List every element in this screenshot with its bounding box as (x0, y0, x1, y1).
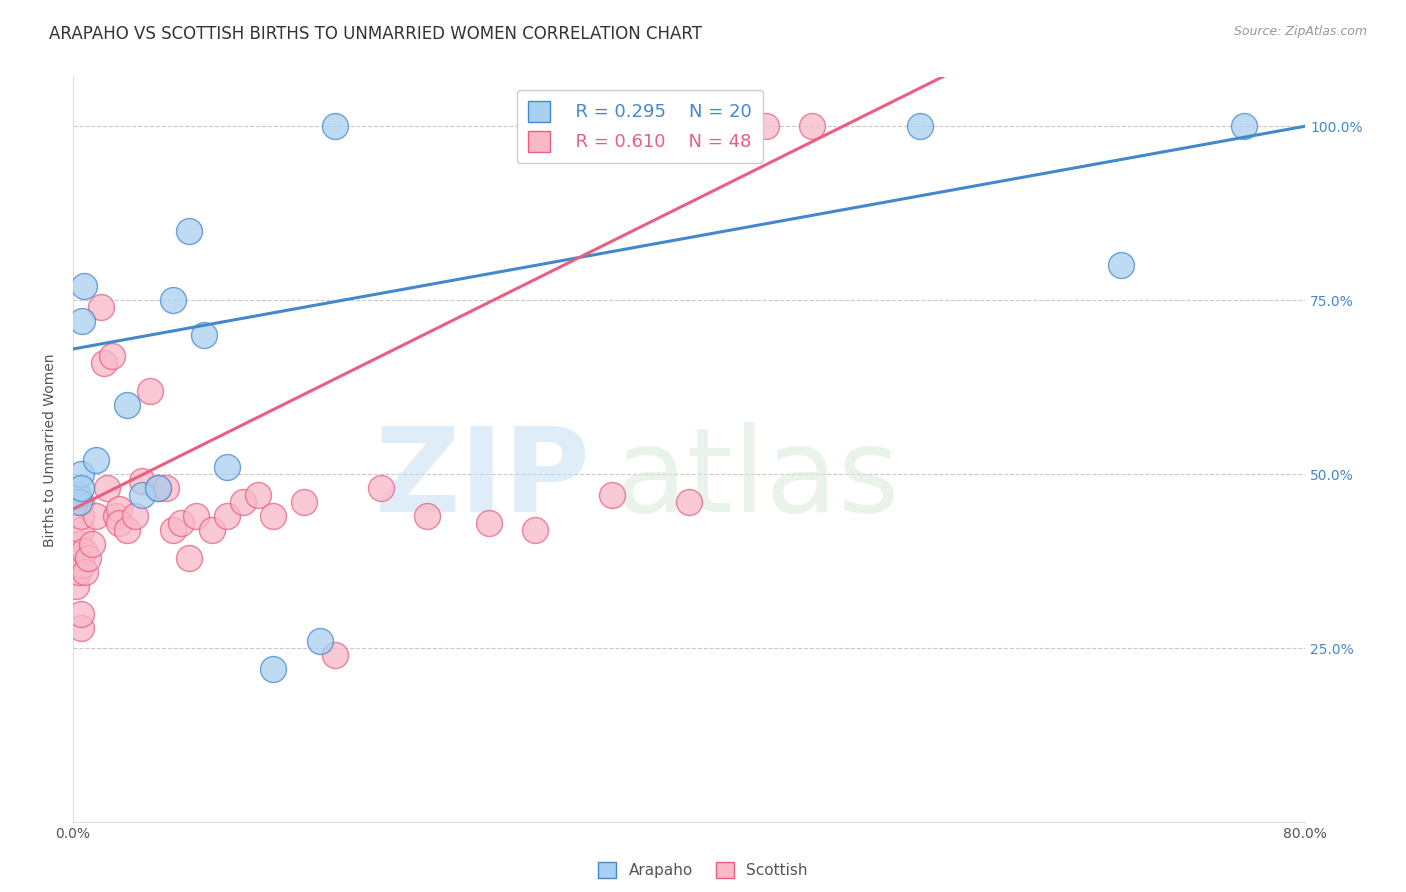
Point (69, 620, 91, 634)
Point (524, 523, 547, 537)
Point (201, 523, 224, 537)
Point (292, 495, 315, 509)
Point (67, 537, 90, 551)
Point (177, 224, 200, 238)
Point (217, 509, 239, 524)
Point (105, 509, 128, 524)
Point (69, 481, 91, 495)
Point (65, 579, 87, 593)
Point (801, 119, 824, 133)
Point (69, 523, 91, 537)
Point (600, 488, 623, 502)
Point (146, 481, 169, 495)
Point (115, 523, 138, 537)
Text: atlas: atlas (616, 422, 901, 537)
Point (75, 565, 97, 579)
Point (72, 558, 94, 572)
Y-axis label: Births to Unmarried Women: Births to Unmarried Women (44, 353, 58, 547)
Point (108, 502, 131, 516)
Point (69, 607, 91, 621)
Point (262, 662, 284, 676)
Point (678, 495, 700, 509)
Point (131, 488, 153, 502)
Point (262, 509, 284, 524)
Point (69, 509, 91, 524)
Point (139, 384, 162, 398)
Legend: Arapaho, Scottish: Arapaho, Scottish (592, 856, 814, 884)
Point (186, 509, 208, 524)
Point (108, 516, 131, 530)
Point (231, 495, 253, 509)
Point (246, 488, 269, 502)
Point (1233, 119, 1256, 133)
Point (170, 516, 193, 530)
Point (67, 550, 90, 565)
Point (80, 537, 103, 551)
Point (72, 314, 94, 328)
Point (910, 119, 932, 133)
Point (370, 481, 392, 495)
Point (69, 467, 91, 482)
Text: ZIP: ZIP (374, 422, 591, 537)
Point (77, 550, 100, 565)
Point (69, 495, 91, 509)
Point (217, 460, 239, 475)
Point (84, 509, 107, 524)
Point (84, 453, 107, 467)
Point (66, 565, 89, 579)
Point (146, 481, 169, 495)
Point (1109, 259, 1132, 273)
Point (308, 634, 330, 648)
Point (323, 648, 346, 663)
Point (162, 293, 184, 308)
Point (193, 328, 215, 343)
Point (100, 349, 122, 363)
Point (93, 356, 115, 370)
Point (416, 509, 439, 524)
Point (67, 495, 90, 509)
Point (162, 523, 184, 537)
Point (96, 481, 118, 495)
Point (177, 550, 200, 565)
Point (131, 475, 153, 489)
Point (155, 481, 177, 495)
Point (124, 509, 146, 524)
Point (115, 398, 138, 412)
Point (90, 300, 112, 314)
Point (323, 119, 346, 133)
Text: ARAPAHO VS SCOTTISH BIRTHS TO UNMARRIED WOMEN CORRELATION CHART: ARAPAHO VS SCOTTISH BIRTHS TO UNMARRIED … (49, 25, 702, 43)
Point (755, 119, 778, 133)
Text: Source: ZipAtlas.com: Source: ZipAtlas.com (1233, 25, 1367, 38)
Point (73, 279, 96, 293)
Point (66, 488, 89, 502)
Point (73, 544, 96, 558)
Point (724, 119, 747, 133)
Point (478, 516, 501, 530)
